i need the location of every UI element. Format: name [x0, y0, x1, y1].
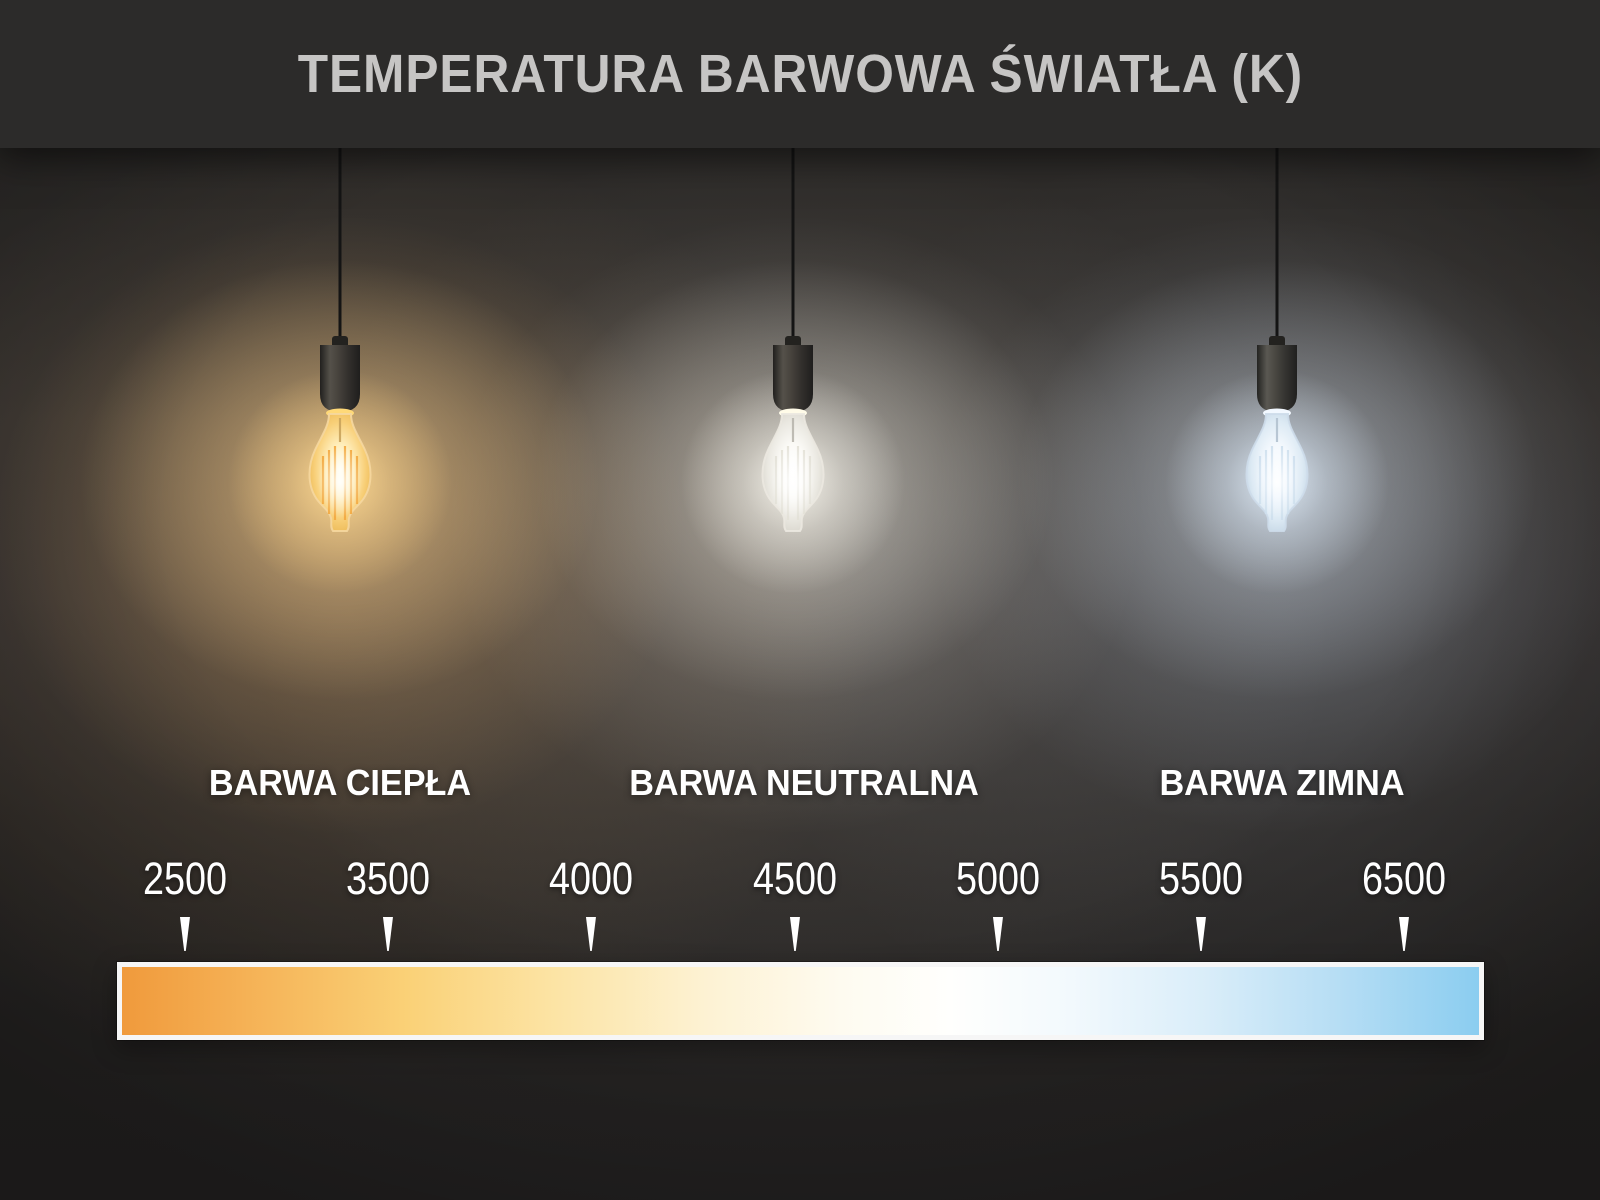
tick-marker-icon [585, 917, 596, 951]
color-temperature-gradient [122, 967, 1479, 1035]
color-temperature-scale-bar [117, 962, 1484, 1040]
tick-value: 2500 [142, 853, 228, 904]
category-label-cold: BARWA ZIMNA [1159, 762, 1405, 803]
pendant-lamp-cold [1165, 140, 1389, 594]
pendant-lamp-neutral [681, 140, 905, 594]
tick-marker-icon [1398, 917, 1409, 951]
tick-marker-icon [179, 917, 190, 951]
tick-value: 6500 [1361, 853, 1447, 904]
scale-tick-6500: 6500 [1354, 856, 1454, 951]
category-label-warm: BARWA CIEPŁA [208, 762, 472, 803]
tick-marker-icon [382, 917, 393, 951]
scale-tick-4000: 4000 [541, 856, 641, 951]
bulb-bright-core [1255, 446, 1299, 518]
tick-value: 4000 [548, 853, 634, 904]
tick-marker-icon [789, 917, 800, 951]
tick-value: 5500 [1158, 853, 1244, 904]
bulb-bright-core [318, 446, 362, 518]
bulb-bright-core [771, 446, 815, 518]
scale-tick-5000: 5000 [948, 856, 1048, 951]
scale-tick-3500: 3500 [338, 856, 438, 951]
pendant-lamp-warm [228, 140, 452, 594]
scale-tick-4500: 4500 [745, 856, 845, 951]
lamp-socket [320, 345, 360, 412]
tick-value: 5000 [955, 853, 1041, 904]
lamp-socket [1257, 345, 1297, 412]
tick-marker-icon [992, 917, 1003, 951]
lamp-socket [773, 345, 813, 412]
tick-marker-icon [1195, 917, 1206, 951]
tick-value: 4500 [752, 853, 838, 904]
scale-tick-5500: 5500 [1151, 856, 1251, 951]
header-bar: TEMPERATURA BARWOWA ŚWIATŁA (K) [0, 0, 1600, 148]
tick-value: 3500 [345, 853, 431, 904]
category-label-neutral: BARWA NEUTRALNA [629, 762, 979, 803]
page-title: TEMPERATURA BARWOWA ŚWIATŁA (K) [297, 44, 1303, 104]
scale-tick-2500: 2500 [135, 856, 235, 951]
